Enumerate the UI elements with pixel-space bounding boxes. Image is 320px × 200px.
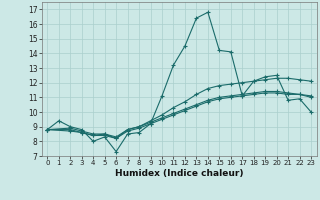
X-axis label: Humidex (Indice chaleur): Humidex (Indice chaleur)	[115, 169, 244, 178]
